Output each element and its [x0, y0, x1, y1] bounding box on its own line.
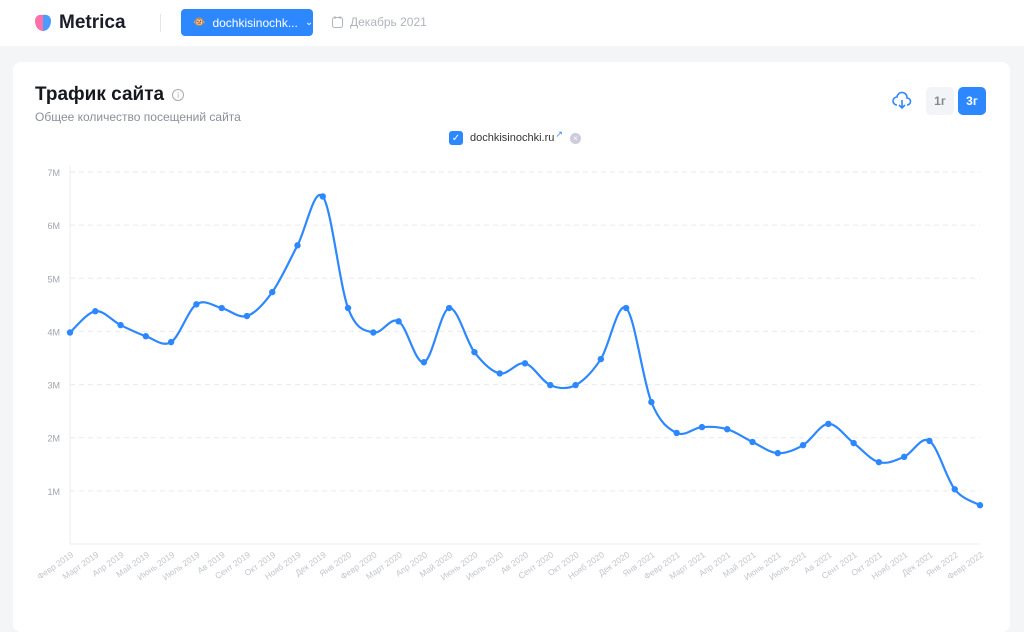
y-tick-label: 2M [47, 434, 60, 444]
data-point [269, 288, 276, 296]
data-point [294, 242, 301, 249]
title-text: Трафик сайта [35, 84, 165, 105]
data-point [471, 348, 478, 356]
range-3y-button[interactable]: 3г [958, 87, 986, 115]
data-point [92, 308, 99, 315]
data-point [875, 458, 883, 466]
data-point [395, 318, 402, 325]
data-point [799, 441, 807, 449]
data-point [698, 423, 706, 431]
card-title: Трафик сайта i [35, 84, 185, 106]
divider [160, 14, 161, 32]
data-point [167, 338, 175, 346]
download-icon[interactable] [890, 89, 914, 113]
y-tick-label: 1M [47, 487, 60, 497]
date-picker[interactable]: Декабрь 2021 [332, 15, 427, 29]
data-point [724, 426, 731, 433]
y-tick-label: 3M [47, 381, 60, 391]
data-point [370, 329, 377, 336]
data-point [673, 429, 680, 437]
card-subtitle: Общее количество посещений сайта [35, 110, 241, 124]
data-point [900, 453, 908, 461]
data-point [521, 360, 529, 367]
data-point [445, 304, 453, 312]
logo[interactable]: Metrica [33, 12, 126, 34]
data-point [243, 312, 251, 320]
data-point [117, 321, 124, 329]
data-point [774, 449, 781, 457]
date-label: Декабрь 2021 [350, 15, 427, 29]
y-tick-label: 5M [47, 274, 60, 284]
data-point [547, 381, 554, 389]
data-point [951, 486, 958, 493]
logo-text: Metrica [59, 12, 126, 33]
data-point [850, 439, 857, 447]
data-point [218, 304, 225, 312]
data-point [597, 355, 605, 363]
data-point [976, 502, 984, 509]
legend-checkbox[interactable]: ✓ [449, 131, 463, 145]
remove-icon[interactable]: × [569, 132, 581, 144]
data-point [496, 370, 503, 377]
legend-item: ✓ dochkisinochki.ru ↗ × [449, 128, 581, 145]
data-point [420, 359, 428, 366]
brain-logo-icon [35, 14, 51, 31]
calendar-icon [332, 16, 343, 28]
range-1y-button[interactable]: 1г [926, 87, 954, 115]
data-point [193, 301, 200, 308]
data-point [572, 381, 579, 389]
site-name: dochkisinochk... [212, 15, 298, 30]
data-point [825, 420, 832, 428]
series-line [69, 193, 981, 507]
chevron-down-icon: ⌄ [304, 17, 314, 28]
y-tick-label: 6M [47, 221, 60, 231]
data-point [926, 437, 933, 445]
data-point [622, 304, 630, 312]
info-icon[interactable]: i [172, 89, 185, 101]
traffic-card: Трафик сайта i Общее количество посещений… [13, 62, 1010, 632]
top-bar: Metrica 🐵 dochkisinochk... ⌄ Декабрь 202… [0, 0, 1024, 46]
data-point [749, 438, 756, 446]
data-point [142, 333, 150, 340]
data-point [66, 329, 74, 336]
data-point [319, 193, 326, 200]
data-point [648, 398, 655, 406]
y-tick-label: 7M [47, 168, 60, 178]
site-selector[interactable]: 🐵 dochkisinochk... ⌄ [181, 9, 313, 36]
site-avatar-icon: 🐵 [193, 17, 206, 28]
external-link-icon[interactable]: ↗ [555, 128, 563, 139]
y-tick-label: 4M [47, 327, 60, 337]
legend-label: dochkisinochki.ru [470, 132, 555, 144]
data-point [344, 304, 352, 312]
